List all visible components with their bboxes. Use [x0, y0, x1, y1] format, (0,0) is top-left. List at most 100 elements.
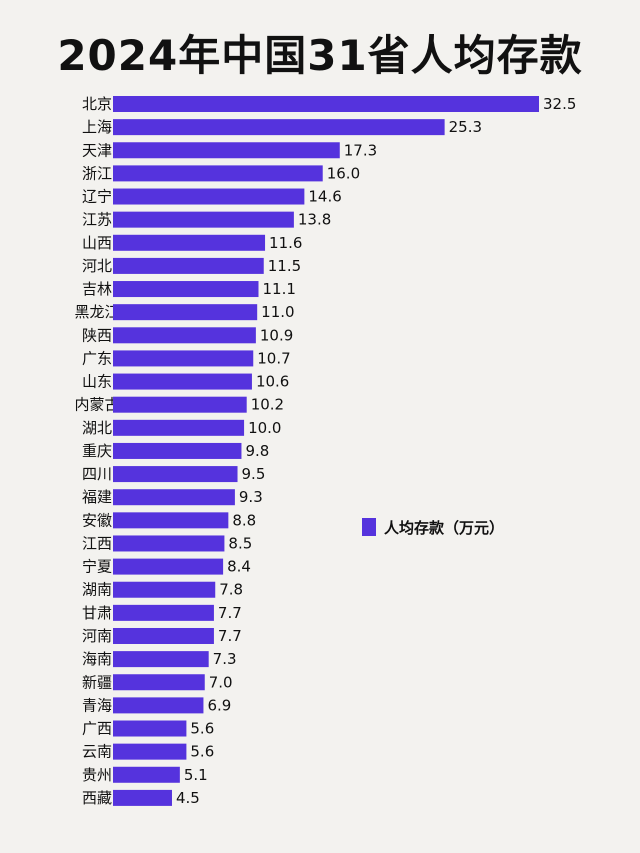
- category-label: 海南: [82, 650, 112, 668]
- category-label: 贵州: [82, 766, 112, 784]
- category-label: 内蒙古: [74, 396, 119, 414]
- category-label: 广东: [82, 349, 112, 367]
- bar: [113, 743, 187, 760]
- bar: [113, 512, 229, 529]
- category-label: 西藏: [82, 789, 112, 807]
- value-label: 7.0: [209, 673, 233, 691]
- value-label: 9.5: [242, 465, 266, 483]
- bar: [113, 211, 294, 228]
- category-label: 甘肃: [82, 604, 112, 622]
- bar: [113, 350, 254, 367]
- category-label: 广西: [82, 720, 112, 738]
- category-label: 重庆: [82, 442, 112, 460]
- value-label: 5.1: [184, 766, 208, 784]
- bar: [113, 466, 238, 483]
- category-label: 湖南: [82, 581, 112, 599]
- value-label: 9.3: [239, 488, 263, 506]
- value-label: 11.1: [262, 280, 295, 298]
- bar: [113, 535, 225, 552]
- bar: [113, 96, 539, 112]
- category-labels: 北京上海天津浙江辽宁江苏山西河北吉林黑龙江陕西广东山东内蒙古湖北重庆四川福建安徽…: [74, 95, 119, 807]
- category-label: 江西: [82, 534, 112, 552]
- bar: [113, 188, 305, 205]
- bar: [113, 119, 445, 136]
- value-label: 11.0: [261, 303, 294, 321]
- value-label: 7.7: [218, 627, 242, 645]
- value-label: 32.5: [543, 95, 576, 113]
- legend-swatch: [362, 518, 376, 536]
- category-label: 湖北: [82, 419, 112, 437]
- value-label: 7.8: [219, 581, 243, 599]
- value-label: 17.3: [344, 141, 377, 159]
- value-label: 10.9: [260, 326, 293, 344]
- value-label: 13.8: [298, 211, 331, 229]
- value-label: 10.0: [248, 419, 281, 437]
- bars: [113, 96, 539, 806]
- category-label: 上海: [82, 118, 112, 136]
- category-label: 宁夏: [82, 558, 112, 576]
- bar: [113, 234, 266, 251]
- category-label: 辽宁: [82, 188, 112, 206]
- bar: [113, 142, 340, 159]
- value-label: 10.6: [256, 373, 289, 391]
- bar: [113, 789, 172, 806]
- category-label: 江苏: [82, 211, 112, 229]
- category-label: 云南: [82, 743, 112, 761]
- value-label: 14.6: [308, 188, 341, 206]
- value-label: 11.6: [269, 234, 302, 252]
- category-label: 青海: [82, 696, 112, 714]
- bar: [113, 442, 242, 459]
- value-label: 4.5: [176, 789, 200, 807]
- legend: 人均存款（万元）: [362, 518, 504, 537]
- bar: [113, 581, 216, 598]
- value-label: 25.3: [449, 118, 482, 136]
- value-label: 8.4: [227, 558, 251, 576]
- category-label: 吉林: [82, 280, 112, 298]
- bar: [113, 257, 264, 274]
- value-label: 5.6: [190, 720, 214, 738]
- category-label: 河南: [82, 627, 112, 645]
- bar: [113, 304, 258, 321]
- category-label: 安徽: [82, 511, 112, 529]
- bar: [113, 674, 205, 691]
- category-label: 河北: [82, 257, 112, 275]
- chart-title: 2024年中国31省人均存款: [57, 31, 583, 80]
- category-label: 黑龙江: [74, 303, 119, 321]
- value-label: 10.7: [257, 349, 290, 367]
- value-label: 10.2: [251, 396, 284, 414]
- value-label: 9.8: [245, 442, 269, 460]
- bar: [113, 327, 256, 344]
- category-label: 山西: [82, 234, 112, 252]
- value-label: 7.7: [218, 604, 242, 622]
- bar: [113, 766, 180, 783]
- value-label: 8.5: [228, 534, 252, 552]
- category-label: 福建: [82, 488, 112, 506]
- value-label: 8.8: [232, 511, 256, 529]
- value-label: 7.3: [213, 650, 237, 668]
- value-label: 16.0: [327, 164, 360, 182]
- bar: [113, 558, 224, 575]
- value-label: 11.5: [268, 257, 301, 275]
- category-label: 北京: [82, 95, 112, 113]
- category-label: 陕西: [82, 326, 112, 344]
- bar: [113, 651, 209, 668]
- category-label: 天津: [82, 141, 112, 159]
- bar: [113, 604, 214, 621]
- category-label: 浙江: [82, 164, 112, 182]
- value-labels: 32.5 25.3 17.3 16.0 14.6 13.8 11.6 11.5 11.1 11.0…: [176, 95, 576, 807]
- bar: [113, 373, 252, 390]
- bar: [113, 281, 259, 298]
- value-label: 5.6: [190, 743, 214, 761]
- bar: [113, 165, 323, 182]
- bar: [113, 419, 245, 436]
- value-label: 6.9: [207, 696, 231, 714]
- legend-label: 人均存款（万元）: [384, 519, 504, 537]
- bar: [113, 396, 247, 413]
- category-label: 山东: [82, 373, 112, 391]
- category-label: 四川: [82, 465, 112, 483]
- bar: [113, 627, 214, 644]
- category-label: 新疆: [82, 673, 112, 691]
- bar: [113, 697, 204, 714]
- bar: [113, 489, 235, 506]
